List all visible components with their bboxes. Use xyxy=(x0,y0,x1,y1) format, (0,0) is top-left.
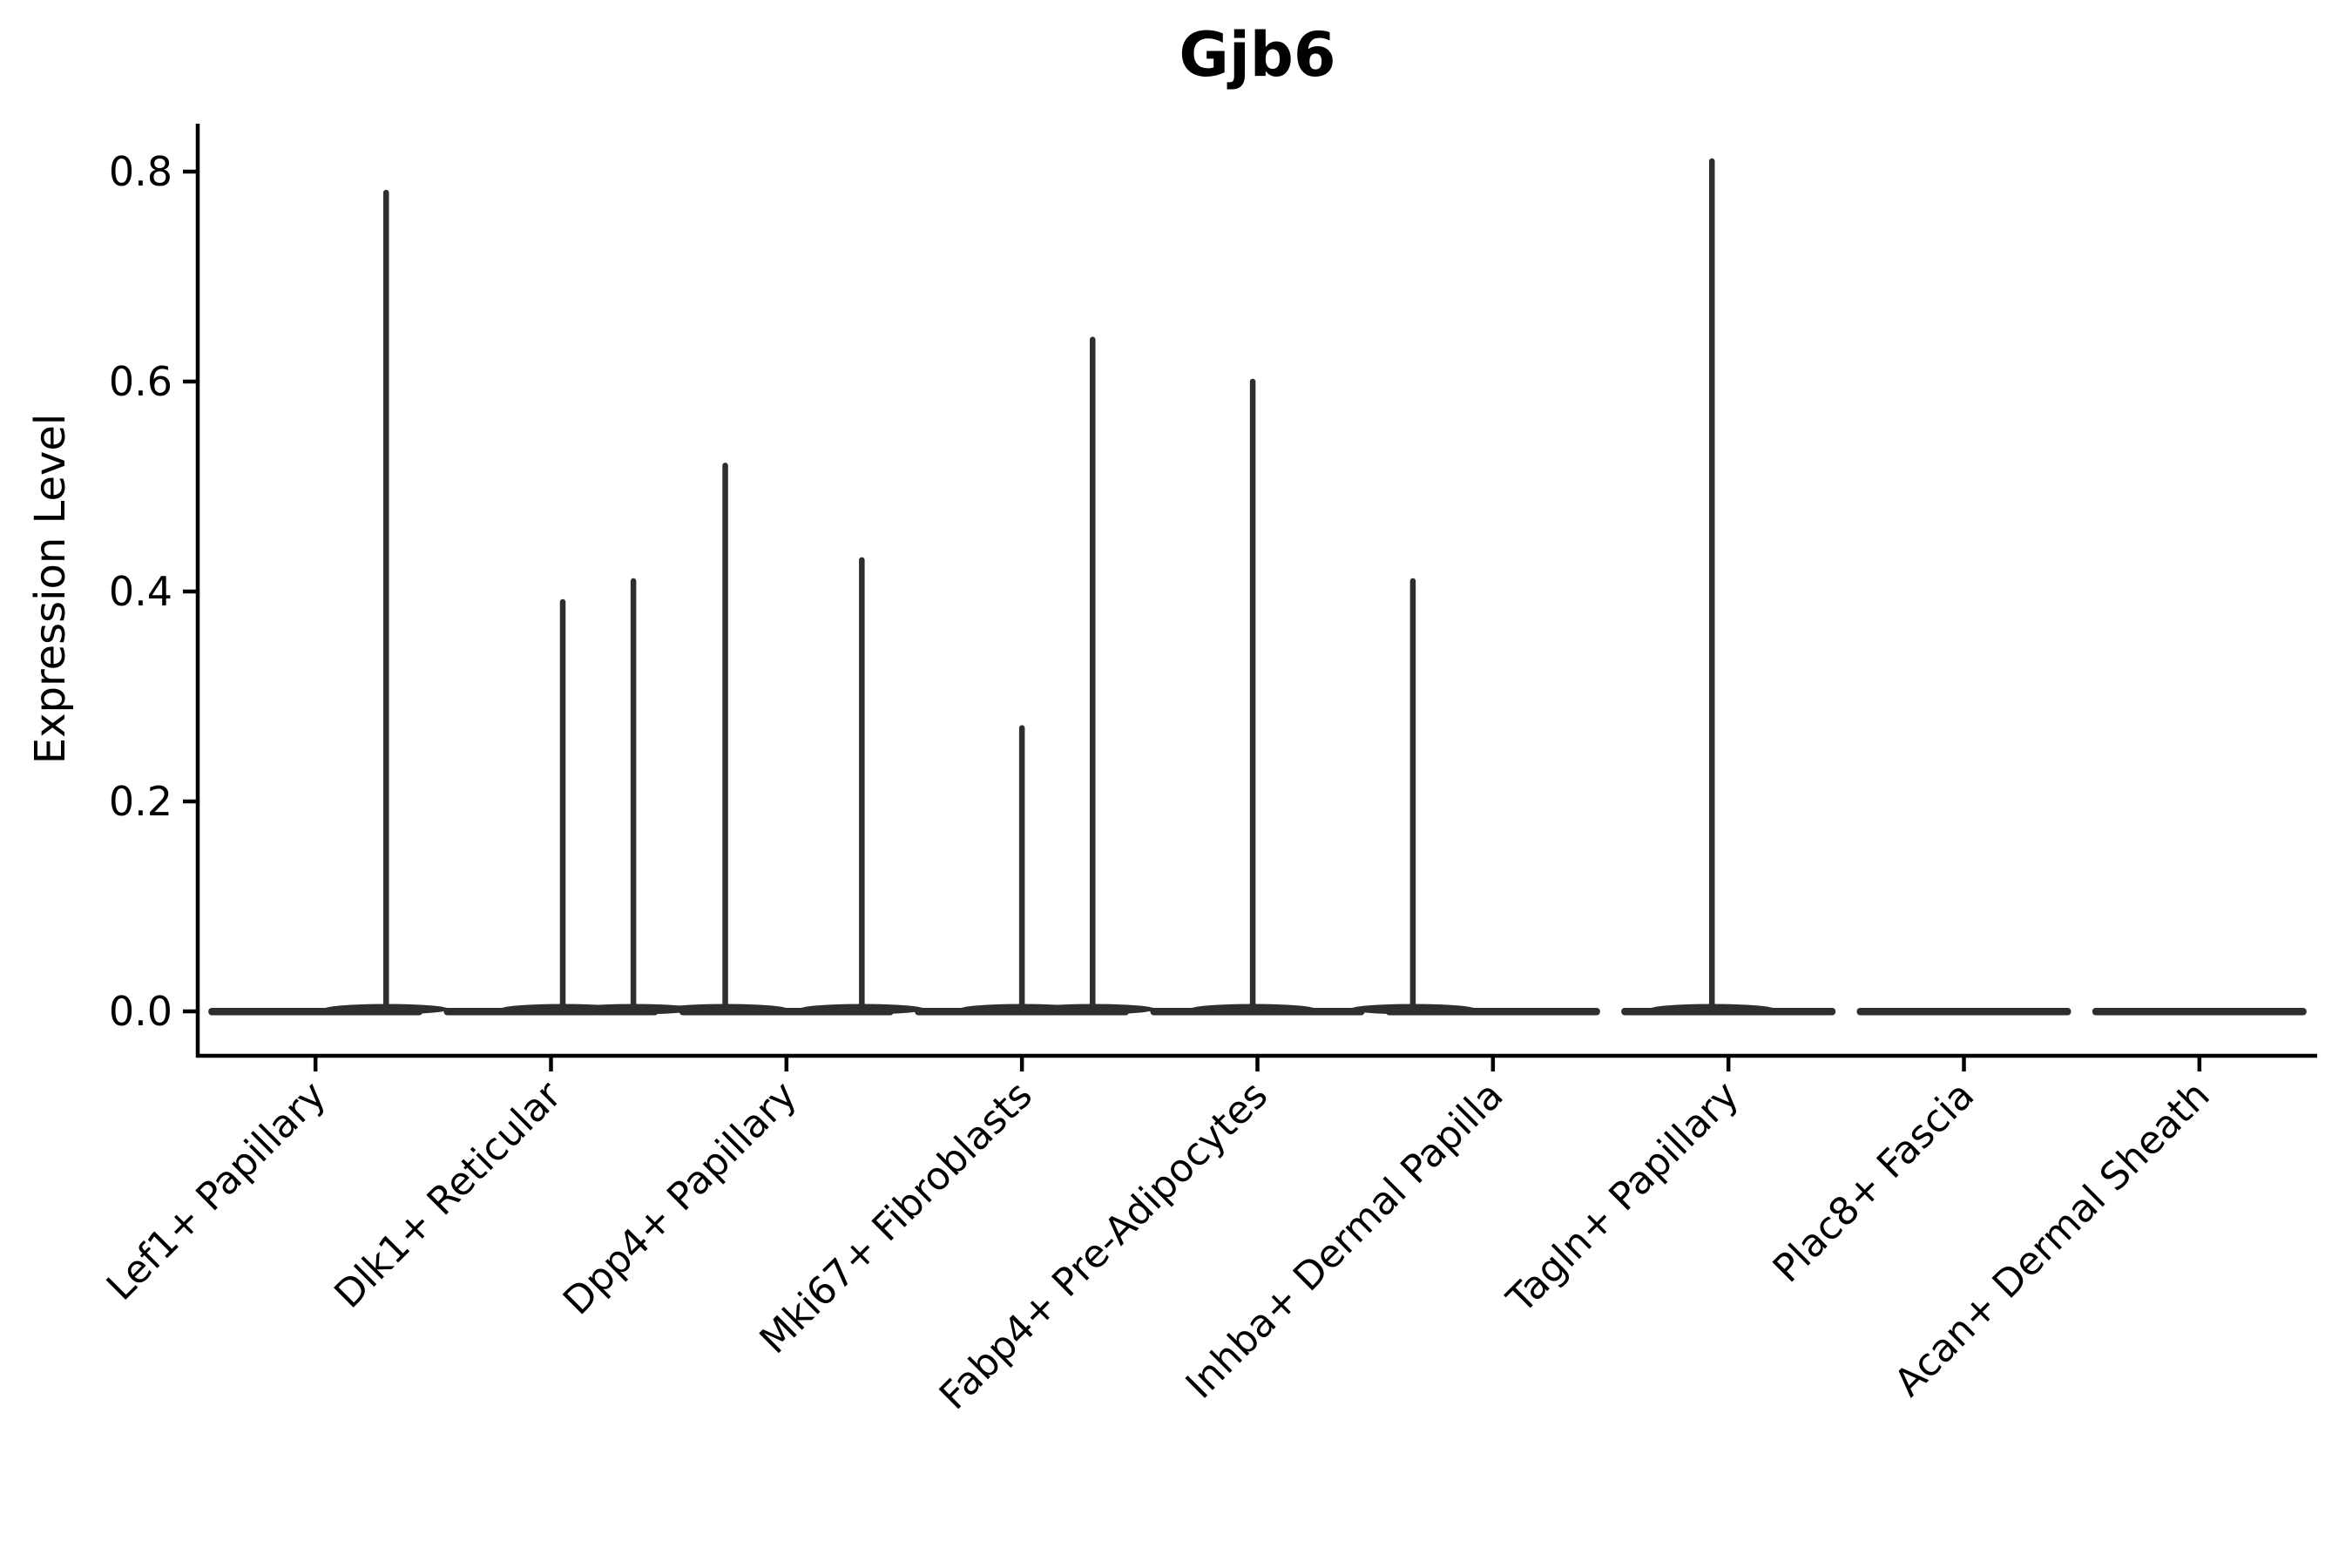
violin-base xyxy=(2092,1008,2307,1016)
x-tick-label: Mki67+ Fibroblasts xyxy=(752,1073,1041,1362)
chart-title: Gjb6 xyxy=(1179,19,1336,91)
y-tick-label: 0.6 xyxy=(109,358,172,405)
x-tick-label: Tagln+ Papillary xyxy=(1498,1073,1747,1322)
y-tick-label: 0.0 xyxy=(109,988,172,1035)
y-tick-label: 0.8 xyxy=(109,148,172,195)
x-tick-label: Plac8+ Fascia xyxy=(1765,1073,1984,1292)
x-tick-label: Dlk1+ Reticular xyxy=(326,1072,571,1317)
x-tick-label: Dpp4+ Papillary xyxy=(555,1073,806,1324)
x-tick-label: Lef1+ Papillary xyxy=(98,1073,335,1309)
y-axis-label: Expression Level xyxy=(26,413,75,765)
violin-base xyxy=(1856,1008,2072,1016)
y-tick-label: 0.2 xyxy=(109,778,172,825)
y-tick-label: 0.4 xyxy=(109,568,172,615)
